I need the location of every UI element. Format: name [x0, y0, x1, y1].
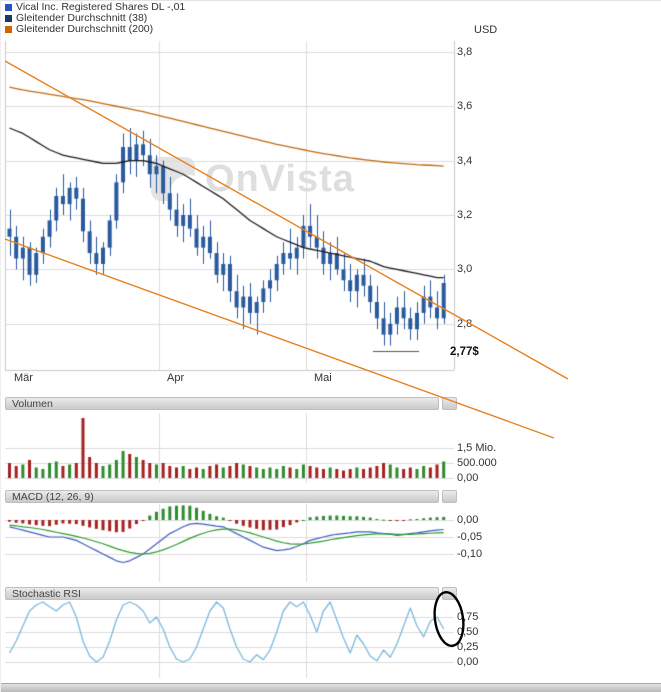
series-color-swatch: [5, 25, 12, 33]
legend-label: Vical Inc. Registered Shares DL -,01: [16, 1, 186, 13]
series-color-swatch: [5, 14, 12, 22]
stoch-y-tick-label: 0,25: [457, 641, 479, 653]
month-x-tick-label: Mai: [314, 372, 332, 384]
legend-label: Gleitender Durchschnitt (38): [16, 12, 148, 24]
volume-y-tick-label: 0,00: [457, 472, 479, 484]
macd-y-tick-label: 0,00: [457, 514, 479, 526]
stoch-y-tick-label: 0,75: [457, 611, 479, 623]
volume-panel-header: Volumen: [5, 397, 439, 410]
price-y-tick-label: 3,0: [457, 263, 473, 275]
stoch-panel-title: Stochastic RSI: [12, 588, 81, 600]
price-y-tick-label: 3,6: [457, 100, 473, 112]
month-x-tick-label: Mär: [14, 372, 33, 384]
legend-label: Gleitender Durchschnitt (200): [16, 23, 154, 35]
stoch-panel-header-end: [442, 587, 457, 600]
macd-y-tick-label: -0,10: [457, 548, 483, 560]
price-y-tick-label: 3,8: [457, 46, 473, 58]
legend-item-price: Vical Inc. Registered Shares DL -,01: [5, 1, 186, 13]
price-y-tick-label: 3,2: [457, 209, 473, 221]
macd-panel-header: MACD (12, 26, 9): [5, 490, 439, 503]
stoch-panel-header: Stochastic RSI: [5, 587, 439, 600]
price-y-tick-label: 2,8: [457, 318, 473, 330]
macd-panel-title: MACD (12, 26, 9): [12, 491, 94, 503]
bottom-bar: [1, 683, 661, 692]
macd-y-tick-label: -0,05: [457, 531, 483, 543]
last-price-label: 2,77$: [450, 346, 479, 358]
legend-item-ma38: Gleitender Durchschnitt (38): [5, 12, 185, 24]
volume-panel-title: Volumen: [12, 398, 53, 410]
legend-item-ma200: Gleitender Durchschnitt (200): [5, 23, 185, 35]
stoch-y-tick-label: 0,00: [457, 656, 479, 668]
month-x-tick-label: Apr: [167, 372, 185, 384]
legend: Vical Inc. Registered Shares DL -,01 Gle…: [5, 1, 186, 35]
price-y-tick-label: 3,4: [457, 155, 473, 167]
stoch-y-tick-label: 0,50: [457, 626, 479, 638]
volume-panel-header-end: [442, 397, 457, 410]
volume-y-tick-label: 1,5 Mio.: [457, 442, 497, 454]
series-color-swatch: [5, 3, 12, 11]
volume-y-tick-label: 500.000: [457, 457, 497, 469]
currency-label: USD: [474, 24, 498, 36]
macd-panel-header-end: [442, 490, 457, 503]
